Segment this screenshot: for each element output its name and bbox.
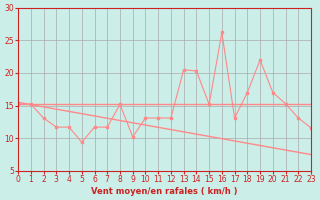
X-axis label: Vent moyen/en rafales ( km/h ): Vent moyen/en rafales ( km/h ) [91, 187, 238, 196]
